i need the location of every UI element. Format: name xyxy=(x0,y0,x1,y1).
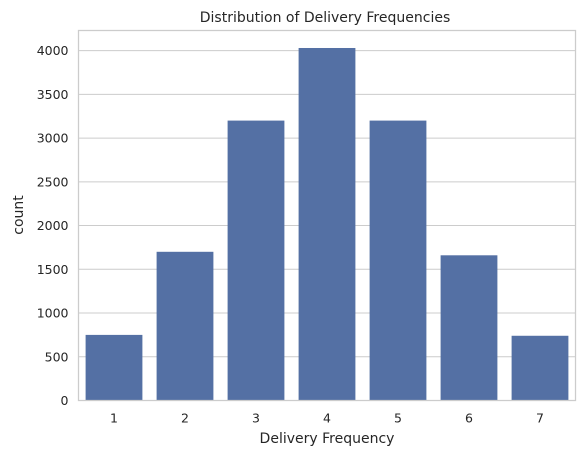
y-tick-label: 500 xyxy=(45,349,69,364)
y-tick-label: 2500 xyxy=(37,174,69,189)
x-tick-label: 3 xyxy=(252,411,260,426)
y-tick-label: 1000 xyxy=(37,306,69,321)
x-tick-label: 7 xyxy=(536,411,544,426)
bar-4 xyxy=(298,47,356,401)
bars xyxy=(85,47,569,401)
bar-5 xyxy=(369,120,427,401)
x-tick-labels: 1 2 3 4 5 6 7 xyxy=(110,411,544,426)
chart-title: Distribution of Delivery Frequencies xyxy=(200,10,450,26)
x-tick-label: 4 xyxy=(323,411,331,426)
x-tick-label: 5 xyxy=(394,411,402,426)
y-tick-label: 2000 xyxy=(37,218,69,233)
bar-2 xyxy=(156,251,214,401)
x-tick-label: 2 xyxy=(181,411,189,426)
plot-frame xyxy=(77,29,577,402)
x-tick-label: 1 xyxy=(110,411,118,426)
y-tick-label: 3500 xyxy=(37,87,69,102)
y-axis-label: count xyxy=(11,195,27,235)
bar-3 xyxy=(227,120,285,401)
x-tick-label: 6 xyxy=(465,411,473,426)
bar-1 xyxy=(85,334,143,401)
y-tick-label: 0 xyxy=(61,393,69,408)
y-tick-label: 3000 xyxy=(37,131,69,146)
bar-6 xyxy=(440,255,498,401)
y-tick-label: 1500 xyxy=(37,262,69,277)
x-axis-label: Delivery Frequency xyxy=(260,431,395,447)
bar-7 xyxy=(511,335,569,401)
y-tick-labels: 0 500 1000 1500 2000 2500 3000 3500 4000 xyxy=(37,43,69,408)
y-tick-label: 4000 xyxy=(37,43,69,58)
